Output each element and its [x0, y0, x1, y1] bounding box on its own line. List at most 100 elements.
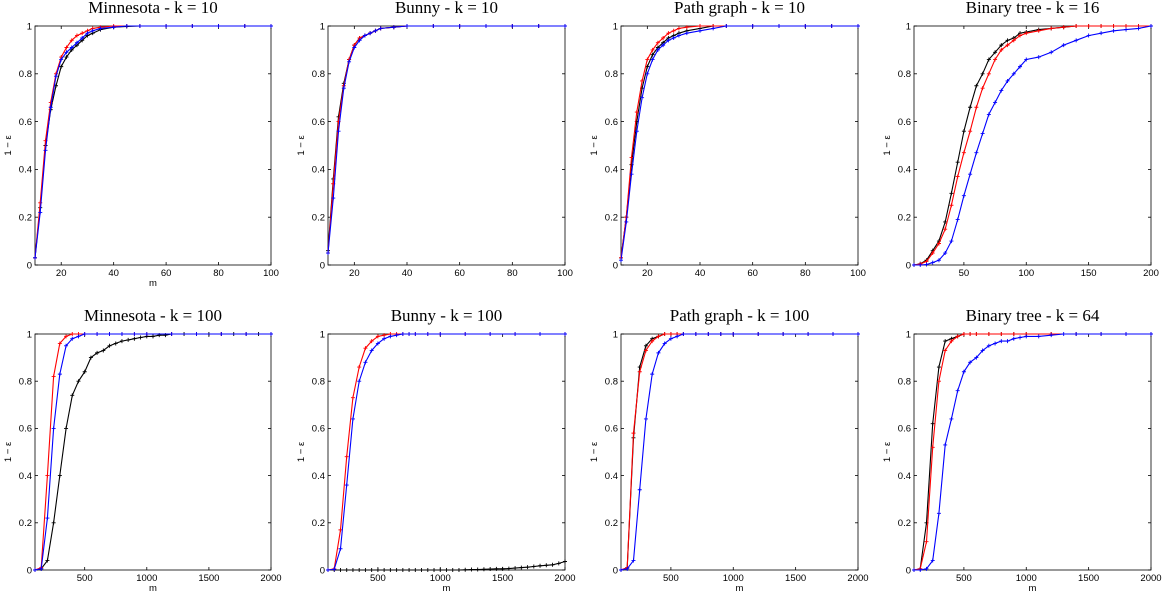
- data-point: [38, 210, 43, 215]
- data-point: [993, 341, 998, 346]
- data-point: [151, 334, 155, 339]
- data-point: [368, 31, 373, 36]
- y-axis-label: 1 − ε: [882, 441, 893, 462]
- data-point: [219, 332, 224, 336]
- data-point: [33, 568, 37, 572]
- x-tick-label: 1500: [198, 573, 219, 584]
- y-tick-label: 0.6: [898, 117, 911, 128]
- data-point: [671, 28, 676, 33]
- data-point: [357, 568, 362, 572]
- data-point: [955, 334, 960, 339]
- data-point: [456, 568, 461, 572]
- data-point: [1061, 25, 1066, 30]
- data-point: [438, 568, 443, 572]
- plot-area: [620, 25, 859, 266]
- data-point: [531, 564, 536, 569]
- x-tick-label: 1500: [785, 573, 806, 584]
- data-point: [980, 71, 985, 76]
- data-point: [1074, 24, 1079, 28]
- data-point: [38, 200, 43, 205]
- data-point: [668, 336, 673, 341]
- data-point: [936, 379, 941, 384]
- series-line-3: [914, 25, 1152, 266]
- data-point: [1099, 31, 1104, 36]
- y-tick-label: 0.8: [312, 377, 325, 388]
- data-point: [419, 568, 424, 572]
- data-point: [655, 47, 660, 52]
- data-point: [475, 567, 480, 572]
- data-point: [344, 454, 349, 459]
- y-tick-label: 0: [27, 260, 32, 271]
- data-point: [375, 341, 380, 346]
- y-tick-label: 0.4: [312, 165, 325, 176]
- x-tick-label: 60: [454, 268, 465, 279]
- series-line-2: [620, 25, 858, 258]
- data-point: [974, 150, 979, 155]
- data-point: [107, 332, 112, 336]
- y-tick-label: 0.8: [605, 69, 618, 80]
- plot-area: [620, 333, 859, 571]
- data-point: [949, 416, 954, 421]
- data-point: [332, 567, 337, 572]
- data-point: [363, 346, 368, 351]
- data-point: [126, 337, 131, 342]
- data-point: [936, 365, 941, 370]
- x-axis-label: m: [443, 583, 451, 594]
- data-point: [341, 86, 346, 91]
- data-point: [338, 546, 343, 551]
- x-tick-label: 2000: [554, 573, 575, 584]
- data-point: [350, 416, 355, 421]
- data-point: [930, 251, 935, 256]
- data-point: [538, 332, 543, 336]
- data-point: [59, 64, 64, 69]
- data-point: [388, 568, 393, 572]
- data-point: [352, 45, 357, 50]
- data-point: [634, 129, 639, 134]
- data-point: [98, 26, 103, 31]
- data-point: [968, 129, 973, 134]
- y-axis-label: 1 − ε: [589, 135, 600, 156]
- data-point: [661, 35, 666, 40]
- data-point: [344, 568, 349, 572]
- data-point: [655, 40, 660, 45]
- data-point: [338, 568, 343, 572]
- data-point: [930, 260, 935, 265]
- series-line-1: [913, 333, 1151, 571]
- data-point: [111, 25, 116, 30]
- y-tick-label: 0.2: [898, 518, 911, 529]
- data-point: [1086, 24, 1091, 28]
- data-point: [936, 258, 941, 263]
- y-tick-label: 0.4: [19, 471, 32, 482]
- data-point: [550, 562, 555, 567]
- data-point: [943, 251, 948, 256]
- data-point: [57, 372, 62, 377]
- x-tick-label: 20: [56, 268, 67, 279]
- data-point: [1111, 28, 1116, 33]
- data-point: [463, 567, 468, 572]
- data-point: [1061, 332, 1066, 336]
- data-point: [930, 558, 935, 563]
- data-point: [924, 566, 929, 571]
- data-point: [968, 105, 973, 110]
- data-point: [216, 24, 221, 28]
- data-point: [132, 336, 137, 341]
- data-point: [930, 445, 935, 450]
- data-point: [986, 71, 991, 76]
- data-point: [943, 339, 948, 344]
- data-point: [829, 24, 834, 28]
- data-point: [563, 332, 567, 336]
- y-axis-label: 1 − ε: [296, 135, 307, 156]
- y-axis-label: 1 − ε: [296, 441, 307, 462]
- chart-panel-1: Minnesota - k = 10 0 0.2 0.4 0.6 0.8 1 20 40 60 80…: [3, 0, 279, 289]
- data-point: [961, 129, 966, 134]
- data-point: [1049, 26, 1054, 31]
- data-point: [138, 335, 143, 340]
- data-point: [382, 336, 387, 341]
- data-point: [999, 88, 1004, 93]
- data-point: [698, 28, 702, 33]
- data-point: [1049, 50, 1054, 55]
- data-point: [961, 150, 966, 155]
- x-tick-label: 60: [161, 268, 172, 279]
- y-tick-label: 1: [613, 329, 618, 340]
- data-point: [394, 333, 399, 338]
